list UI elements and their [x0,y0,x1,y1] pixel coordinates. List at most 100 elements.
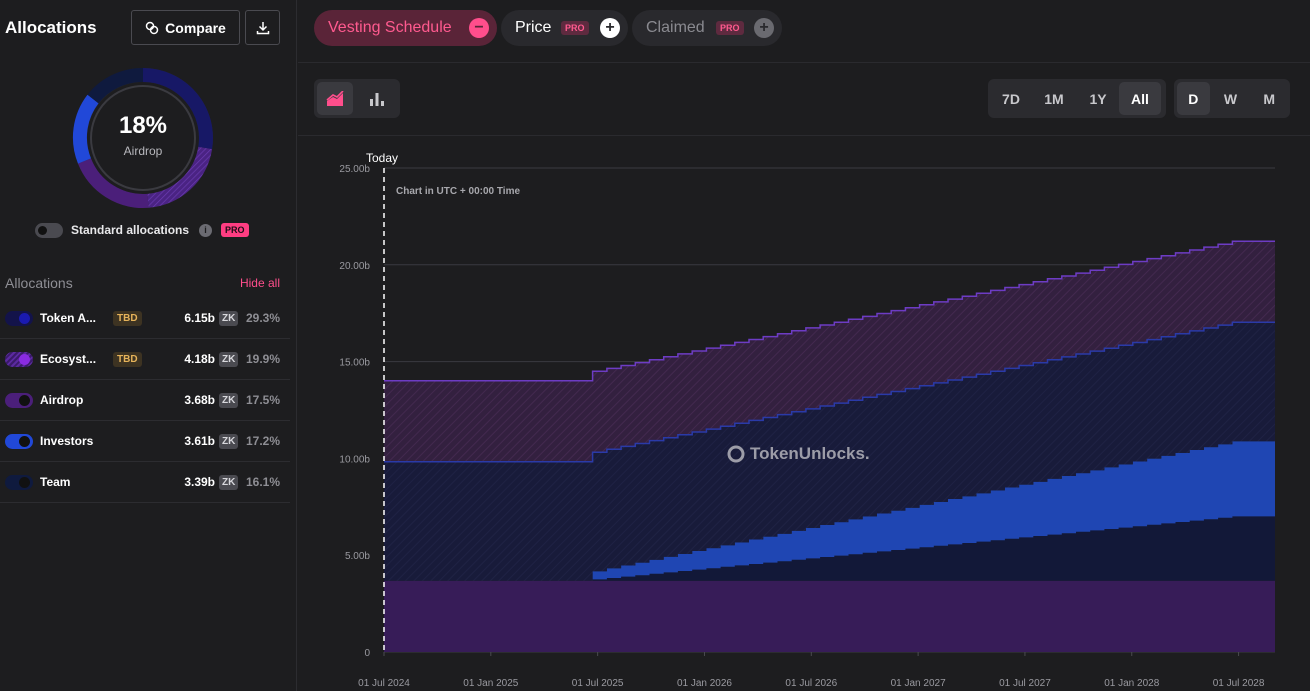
download-button[interactable] [245,10,280,45]
toggle-knob [38,225,47,235]
granularity-week[interactable]: W [1223,90,1238,107]
allocation-name: Investors [40,434,94,448]
donut-segment-ecosystem[interactable] [147,146,213,208]
allocation-name: Ecosyst... [40,352,97,366]
x-tick-label: 01 Jul 2027 [999,678,1051,689]
y-tick-label: 0 [364,648,370,659]
x-tick-label: 01 Jul 2028 [1213,678,1265,689]
allocation-name: Token A... [40,311,97,325]
price-chip[interactable]: Price PRO + [501,10,628,46]
chart-areas [384,240,1275,652]
vesting-schedule-chip[interactable]: Vesting Schedule − [314,10,497,46]
allocation-amount: 6.15b [184,311,215,325]
edge-token-assembly [384,321,1275,463]
area-chart-icon [326,90,344,106]
allocation-row-investors[interactable]: Investors 3.61b ZK 17.2% [0,421,290,462]
divider [298,135,1310,136]
allocation-percent: 29.3% [245,311,280,325]
allocation-row-token-assembly[interactable]: Token A... TBD 6.15b ZK 29.3% [0,298,290,339]
area-airdrop[interactable] [384,580,1275,652]
allocation-swatch[interactable] [5,393,33,408]
add-icon[interactable]: + [754,18,774,38]
panel-title: Allocations [5,18,97,37]
hide-all-link[interactable]: Hide all [239,276,280,290]
x-tick-label: 01 Jul 2026 [785,678,837,689]
vesting-schedule-chart[interactable]: 0 5.00b 10.00b 15.00b 20.00b 25.00b 01 Jul 20… [298,136,1310,691]
y-tick-label: 20.00b [339,261,370,272]
standard-allocations-toggle[interactable] [35,222,63,238]
donut-segment-token-assembly[interactable] [142,68,213,150]
remove-icon[interactable]: − [469,18,489,38]
token-badge: ZK [219,310,239,326]
y-tick-label: 25.00b [339,164,370,175]
allocation-percent: 17.5% [245,393,280,407]
allocation-amount: 3.39b [184,475,215,489]
donut-segment-investors[interactable] [72,94,99,164]
price-label: Price [515,19,552,36]
watermark: TokenUnlocks. [727,444,870,463]
compare-label: Compare [165,19,226,36]
standard-allocations-row: Standard allocations i PRO [35,220,249,240]
allocations-header: Allocations Hide all [5,275,280,291]
range-all[interactable]: All [1119,82,1161,115]
chart-type-toggle [314,79,400,118]
bar-chart-icon [370,92,384,106]
granularity-day[interactable]: D [1177,82,1210,115]
area-token-assembly[interactable] [384,322,1275,581]
y-tick-label: 15.00b [339,358,370,369]
allocation-amount: 4.18b [184,352,215,366]
y-tick-label: 5.00b [345,551,370,562]
pro-badge: PRO [561,21,589,35]
bar-chart-button[interactable] [359,82,395,115]
allocation-percent: 19.9% [245,352,280,366]
allocation-percent: 17.2% [245,434,280,448]
add-icon[interactable]: + [600,18,620,38]
granularity-selector: D W M [1174,79,1290,118]
allocations-panel: Allocations Compare 18% Airdrop [0,0,297,691]
x-tick-label: 01 Jan 2028 [1104,678,1159,689]
granularity-month[interactable]: M [1263,90,1275,107]
allocations-list: Token A... TBD 6.15b ZK 29.3% Ecosyst...… [0,298,290,503]
token-badge: ZK [219,474,239,490]
x-tick-label: 01 Jan 2025 [463,678,518,689]
allocation-swatch[interactable] [5,475,33,490]
x-tick-label: 01 Jan 2026 [677,678,732,689]
allocation-name: Airdrop [40,393,84,407]
pro-badge: PRO [716,21,744,35]
allocation-donut-chart[interactable]: 18% Airdrop [72,67,214,209]
allocation-row-team[interactable]: Team 3.39b ZK 16.1% [0,462,290,503]
pro-badge: PRO [221,223,249,237]
donut-label: Airdrop [123,144,163,158]
time-range-selector: 7D 1M 1Y All [988,79,1166,118]
x-tick-label: 01 Jan 2027 [891,678,946,689]
range-7d[interactable]: 7D [1002,90,1020,107]
today-label: Today [366,151,398,165]
chart-timezone-note: Chart in UTC + 00:00 Time [396,186,520,197]
download-icon [256,21,269,34]
area-team[interactable] [384,516,1275,581]
allocation-row-airdrop[interactable]: Airdrop 3.68b ZK 17.5% [0,380,290,421]
range-1y[interactable]: 1Y [1089,90,1107,107]
token-badge: ZK [219,351,239,367]
area-investors[interactable] [384,441,1275,581]
area-chart-button[interactable] [317,82,353,115]
donut-segment-team[interactable] [87,67,144,104]
tbd-badge: TBD [113,351,142,367]
range-1m[interactable]: 1M [1044,90,1064,107]
allocation-row-ecosystem[interactable]: Ecosyst... TBD 4.18b ZK 19.9% [0,339,290,380]
allocation-swatch[interactable] [5,434,33,449]
compare-button[interactable]: Compare [131,10,240,45]
token-badge: ZK [219,392,239,408]
y-tick-label: 10.00b [339,454,370,465]
area-ecosystem[interactable] [384,241,1275,462]
vesting-schedule-label: Vesting Schedule [328,19,452,36]
allocation-swatch[interactable] [5,352,33,367]
info-icon[interactable]: i [199,223,213,237]
allocation-swatch[interactable] [5,311,33,326]
claimed-chip[interactable]: Claimed PRO + [632,10,782,46]
allocation-name: Team [40,475,71,489]
standard-allocations-label: Standard allocations [71,223,190,237]
tbd-badge: TBD [113,310,142,326]
donut-segment-airdrop[interactable] [77,158,149,208]
y-axis: 0 5.00b 10.00b 15.00b 20.00b 25.00b [339,164,370,659]
